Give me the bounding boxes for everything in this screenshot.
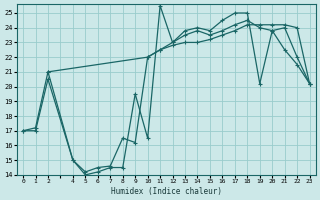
X-axis label: Humidex (Indice chaleur): Humidex (Indice chaleur): [111, 187, 222, 196]
